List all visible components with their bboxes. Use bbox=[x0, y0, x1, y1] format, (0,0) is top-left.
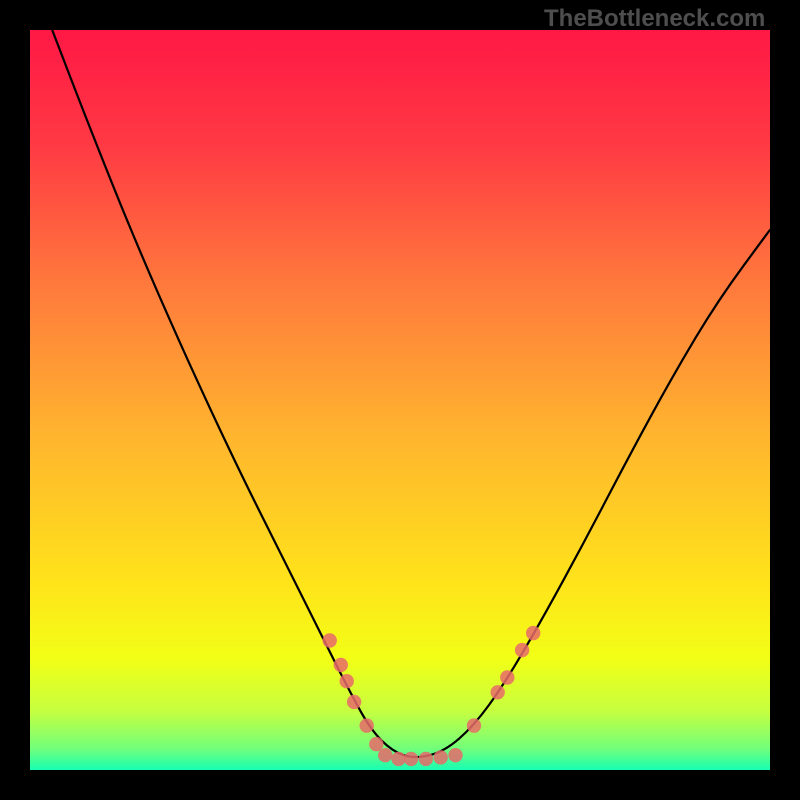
data-marker bbox=[360, 718, 374, 732]
plot-area bbox=[30, 30, 770, 770]
data-marker bbox=[323, 633, 337, 647]
data-marker bbox=[378, 748, 392, 762]
data-marker bbox=[340, 674, 354, 688]
data-marker bbox=[500, 670, 514, 684]
data-marker bbox=[434, 750, 448, 764]
data-marker bbox=[467, 718, 481, 732]
data-marker bbox=[334, 658, 348, 672]
data-marker bbox=[490, 685, 504, 699]
data-marker bbox=[526, 626, 540, 640]
data-marker bbox=[515, 643, 529, 657]
chart-svg bbox=[30, 30, 770, 770]
data-marker bbox=[391, 752, 405, 766]
data-marker bbox=[448, 748, 462, 762]
watermark-text: TheBottleneck.com bbox=[544, 5, 765, 33]
data-marker bbox=[419, 752, 433, 766]
data-marker bbox=[404, 752, 418, 766]
data-marker bbox=[347, 695, 361, 709]
